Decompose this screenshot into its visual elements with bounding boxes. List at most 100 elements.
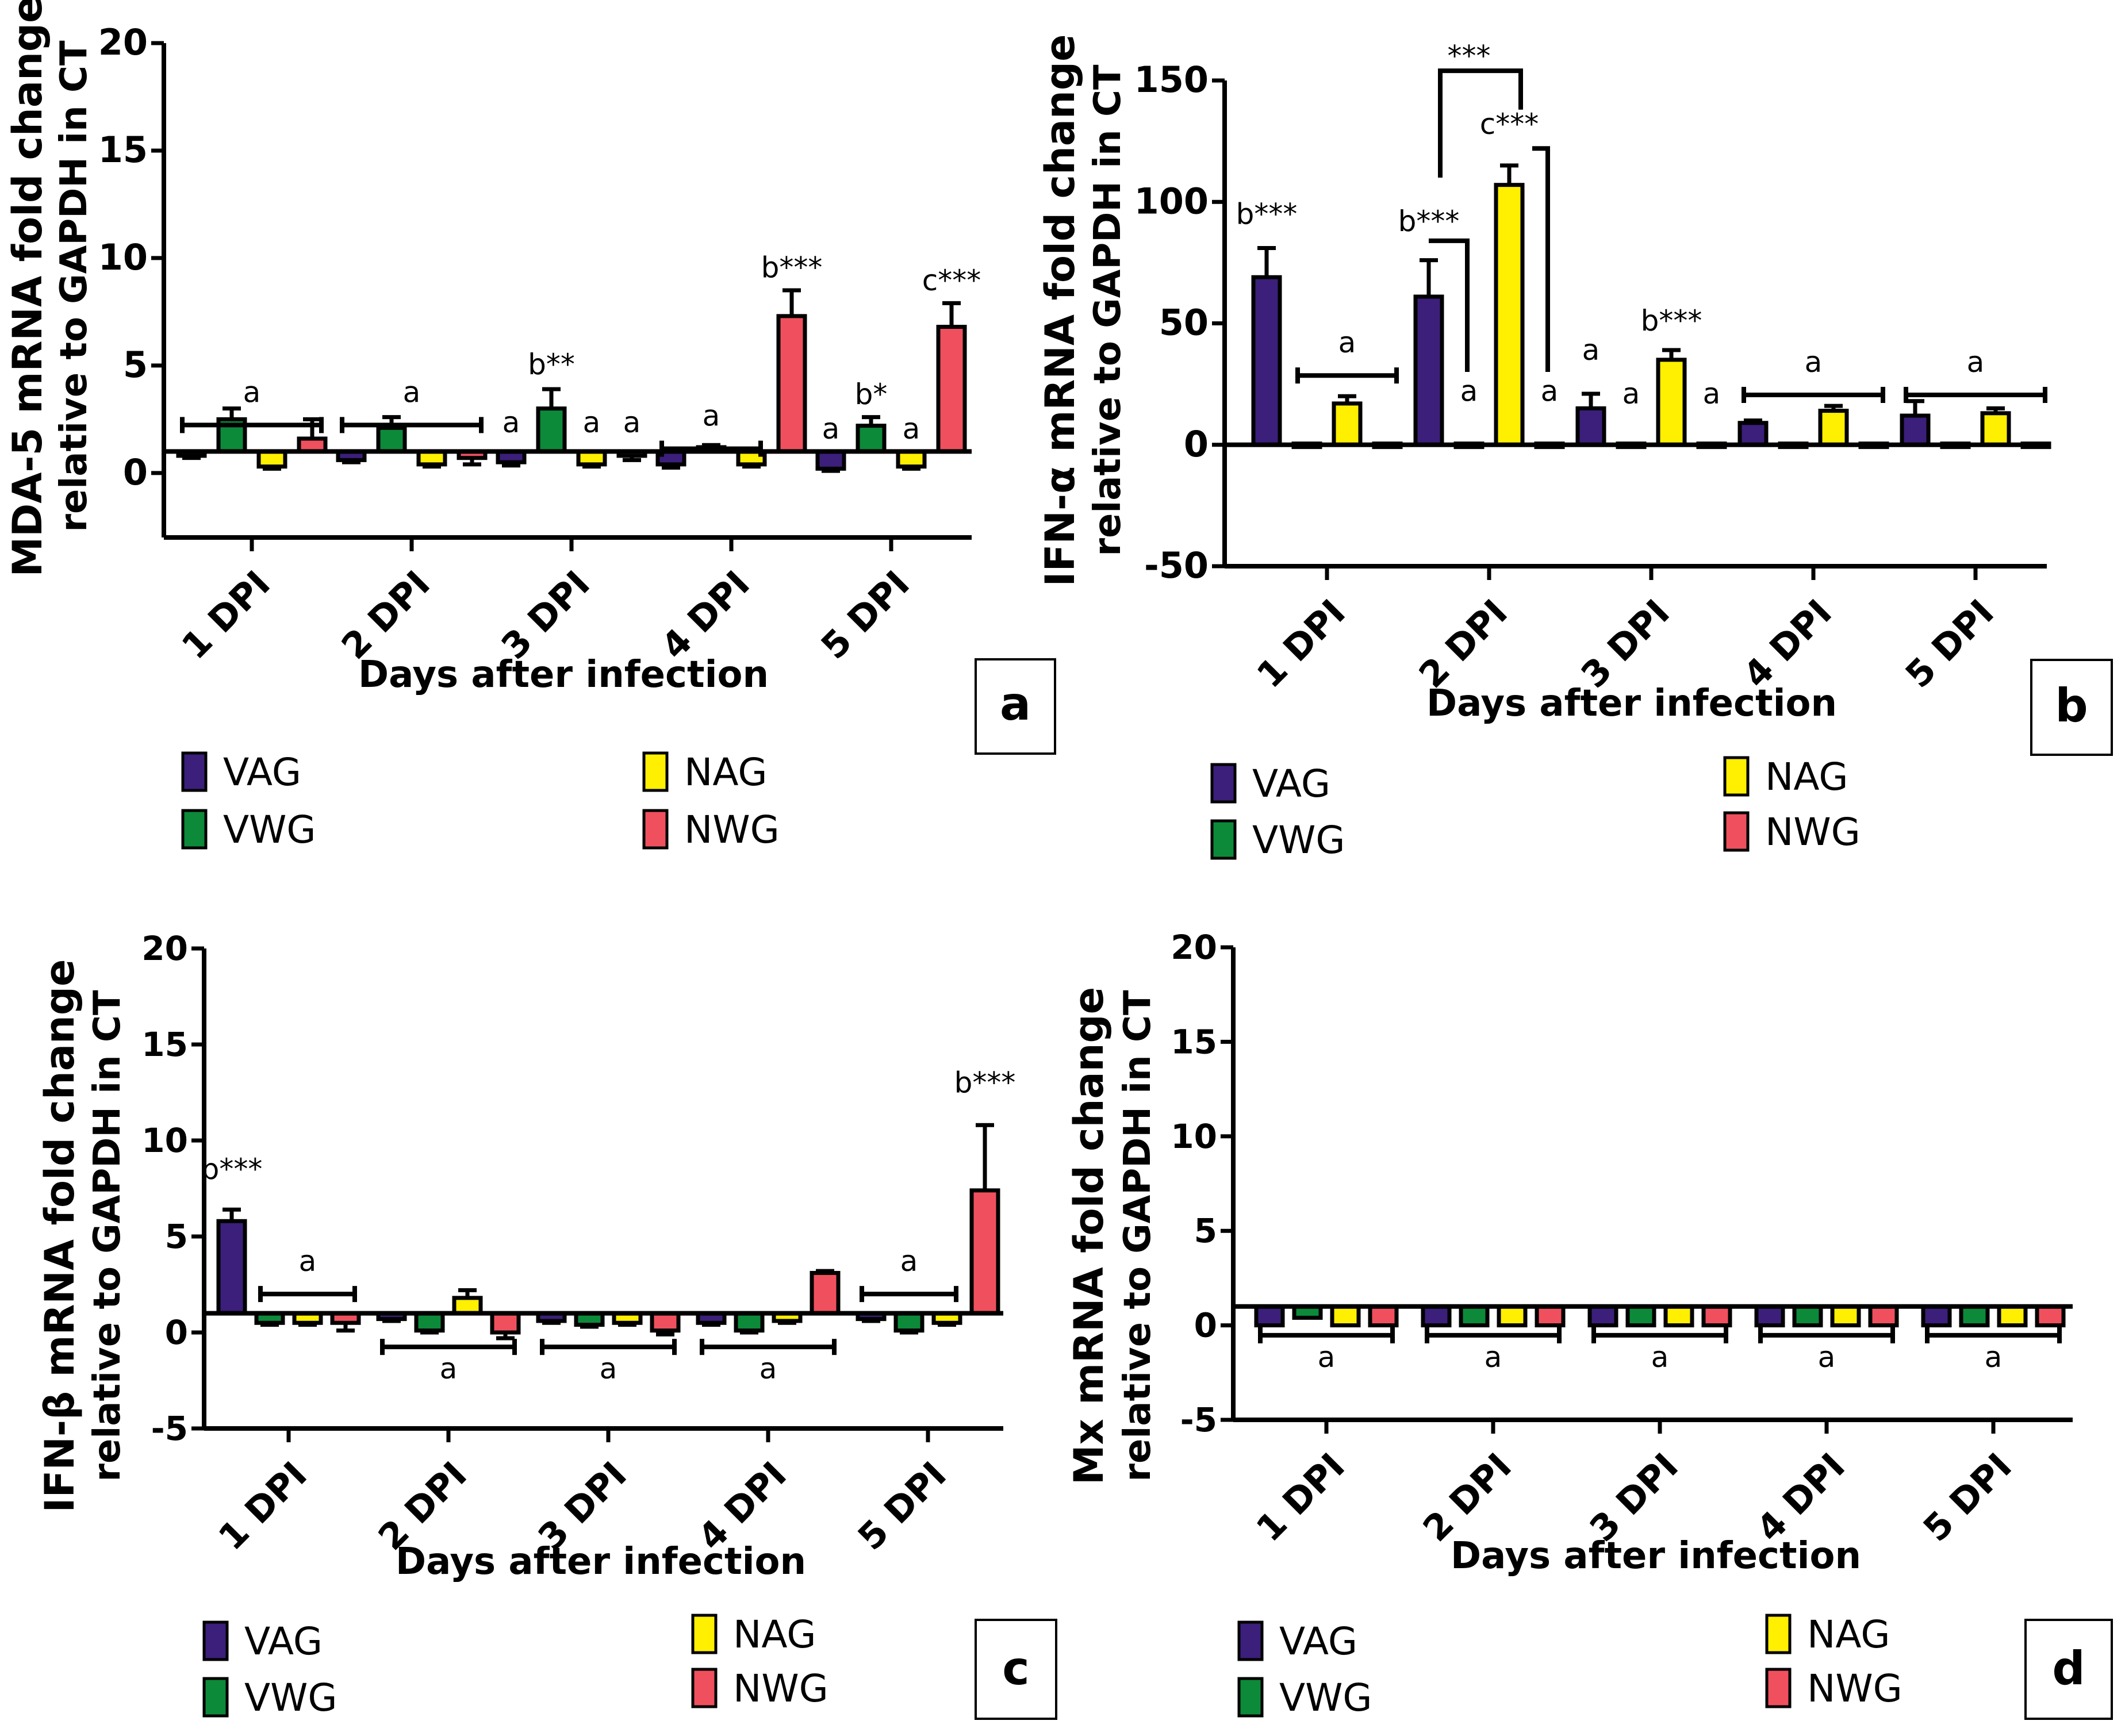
bar-nwg [2035,1304,2066,1328]
legend-swatch-nwg [691,1668,718,1708]
panel-label-box [2024,1619,2113,1720]
y-tick-label: 20 [98,21,148,63]
significance-label: a [1967,345,1985,379]
y-axis-label-line2: relative to GAPDH in CT [53,40,95,532]
panel-label: b [2055,679,2088,732]
bar-nag [1332,401,1363,447]
significance-label: b*** [1236,197,1298,231]
x-axis-label: Days after infection [396,1541,806,1583]
legend-label-nwg: NWG [733,1666,828,1711]
y-tick-label: -5 [1180,1400,1217,1439]
bar-vwg [376,425,407,454]
bar-vag [1921,1304,1952,1328]
y-tick-label: 15 [141,1025,188,1064]
significance-label: b*** [201,1153,263,1186]
y-axis-label-line1: IFN-β mRNA fold change [36,959,83,1513]
significance-label: a [1805,345,1823,379]
significance-label: a [1485,1341,1502,1374]
significance-label: b** [528,348,575,381]
legend-label-vag: VAG [1252,762,1330,806]
bar-vag [216,1219,247,1316]
y-axis-label-line1: MDA-5 mRNA fold change [4,0,51,577]
y-tick-label: 0 [123,451,148,493]
y-axis-label-line2: relative to GAPDH in CT [1087,64,1129,556]
legend-label-vag: VAG [223,750,301,794]
x-axis-label: Days after infection [358,654,769,696]
y-tick-label: 150 [1134,59,1209,101]
bar-nwg [969,1188,1000,1316]
bar-nag [1818,409,1849,447]
bar-nwg [1368,1304,1399,1328]
legend: VAG VWG NAG NWG [202,1612,828,1720]
bar-vag [1413,294,1444,447]
significance-label: a [822,412,840,445]
significance-label: c*** [1480,107,1539,141]
legend-label-vwg: VWG [1252,818,1345,862]
bar-nwg [1535,1304,1566,1328]
bar-nwg [810,1270,841,1316]
bar-vwg [893,1311,925,1333]
legend-label-vwg: VWG [1279,1676,1372,1720]
bar-vwg [414,1311,445,1333]
legend-label-nag: NAG [684,750,768,794]
x-axis-label: Days after infection [1451,1535,1861,1577]
y-tick-label: 50 [1159,302,1209,344]
significance-label: b*** [954,1066,1016,1100]
significance-label: a [760,1352,777,1385]
bar-vag [1737,421,1769,447]
significance-label: a [583,406,601,439]
y-tick-label: 10 [1171,1117,1217,1156]
y-tick-label: 0 [1184,423,1209,465]
significance-label: a [903,412,920,445]
legend-swatch-vag [181,751,208,792]
y-tick-label: 20 [1171,928,1217,967]
comparison-bracket [1532,146,1550,372]
significance-label: a [1338,326,1356,359]
significance-label: *** [1448,40,1491,73]
comparison-bracket [1438,68,1523,178]
y-tick-label: 0 [165,1313,188,1352]
y-axis-label-line2: relative to GAPDH in CT [1117,990,1159,1482]
significance-label: a [403,375,421,409]
legend-swatch-vwg [1237,1677,1264,1718]
legend: VAG VWG NAG NWG [181,750,780,852]
legend-label-nag: NAG [1807,1612,1890,1657]
legend-swatch-nag [642,751,669,792]
legend: VAG VWG NAG NWG [1237,1612,1902,1720]
bar-vwg [1959,1304,1990,1328]
legend-label-nag: NAG [1765,755,1848,799]
legend-swatch-nag [1723,756,1750,797]
bar-vag [1254,1304,1285,1328]
legend-label-vwg: VWG [223,808,316,852]
bar-vag [1587,1304,1618,1328]
legend-label-nwg: NWG [684,808,780,852]
bar-nag [1656,358,1687,447]
significance-label: a [623,406,641,439]
y-tick-label: 15 [98,129,148,171]
legend-swatch-vwg [181,809,208,850]
legend-swatch-vag [202,1620,229,1661]
y-axis-label-line1: Mx mRNA fold change [1065,987,1113,1485]
bar-vwg [1792,1304,1823,1328]
legend-swatch-nwg [642,809,669,850]
bar-vwg [1625,1304,1656,1328]
significance-label: c*** [922,264,981,297]
bar-nag [1830,1304,1861,1328]
legend-swatch-nwg [1765,1668,1792,1708]
significance-label: a [243,375,261,409]
significance-label: a [1541,375,1559,408]
significance-label: a [900,1245,918,1278]
panel-label-box [975,658,1056,755]
y-axis-label-line1: IFN-α mRNA fold change [1037,34,1084,587]
legend-swatch-vwg [1210,819,1237,860]
legend-swatch-nwg [1723,811,1750,852]
y-tick-label: 5 [165,1217,188,1256]
bar-vwg [1459,1304,1490,1328]
legend-label-nag: NAG [733,1612,816,1657]
bar-nag [1980,411,2011,447]
legend-swatch-vag [1210,763,1237,804]
significance-label: a [1460,375,1478,408]
legend-label-vwg: VWG [244,1676,337,1720]
significance-label: b*** [1398,205,1460,238]
